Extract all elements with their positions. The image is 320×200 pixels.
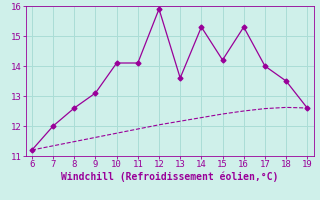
X-axis label: Windchill (Refroidissement éolien,°C): Windchill (Refroidissement éolien,°C) — [61, 172, 278, 182]
